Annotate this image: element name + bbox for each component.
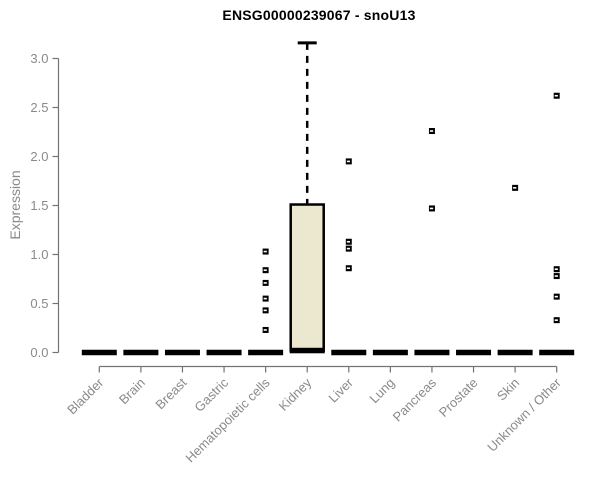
- outlier-point-core: [513, 187, 517, 189]
- x-tick-label: Brain: [116, 375, 148, 407]
- outlier-point-core: [554, 319, 558, 321]
- x-tick-label: Lung: [366, 375, 397, 406]
- median-bar: [456, 349, 492, 356]
- median-bar: [248, 349, 284, 356]
- y-tick-label: 2.0: [30, 149, 48, 164]
- box-group-unknown-other: [539, 92, 575, 356]
- median-bar: [206, 349, 242, 356]
- box-rect: [289, 203, 325, 352]
- outlier-point-core: [263, 282, 267, 284]
- y-tick-label: 1.0: [30, 247, 48, 262]
- y-tick-label: 2.5: [30, 100, 48, 115]
- outlier-point-core: [346, 267, 350, 270]
- x-tick-label: Liver: [325, 375, 356, 406]
- outlier-point-core: [346, 247, 350, 250]
- y-tick-label: 0.5: [30, 296, 48, 311]
- x-tick-label: Skin: [494, 375, 522, 403]
- box-group-gastric: [206, 349, 242, 356]
- y-tick-label: 3.0: [30, 51, 48, 66]
- median-bar: [539, 349, 575, 356]
- box-group-pancreas: [414, 128, 450, 356]
- outlier-point-core: [346, 240, 350, 243]
- median-bar: [414, 349, 450, 356]
- x-tick-label: Prostate: [436, 375, 481, 420]
- outlier-point-core: [554, 275, 558, 277]
- outlier-point-core: [263, 329, 267, 331]
- box-group-breast: [164, 349, 200, 356]
- median-bar: [289, 347, 325, 354]
- box-group-lung: [372, 349, 408, 356]
- box-group-skin: [497, 184, 533, 356]
- median-bar: [497, 349, 533, 356]
- x-tick-label: Unknown / Other: [484, 375, 564, 455]
- chart-title: ENSG00000239067 - snoU13: [222, 7, 416, 23]
- outlier-point-core: [263, 250, 267, 253]
- outlier-point-core: [554, 94, 558, 97]
- x-tick-label: Bladder: [64, 375, 107, 418]
- box-group-bladder: [81, 349, 117, 356]
- y-tick-label: 1.5: [30, 198, 48, 213]
- outlier-point-core: [429, 130, 434, 132]
- median-bar: [372, 349, 408, 356]
- x-tick-label: Pancreas: [390, 375, 440, 425]
- x-tick-label: Kidney: [276, 375, 315, 414]
- median-bar: [123, 349, 159, 356]
- y-tick-label: 0.0: [30, 345, 48, 360]
- median-bar: [81, 349, 117, 356]
- x-tick-label: Gastric: [191, 375, 231, 415]
- x-tick-label: Breast: [152, 375, 189, 412]
- median-bar: [164, 349, 200, 356]
- outlier-point-core: [429, 207, 434, 210]
- outlier-point-core: [263, 297, 267, 300]
- outlier-point-core: [554, 268, 558, 270]
- box-group-kidney: [289, 41, 325, 354]
- outlier-point-core: [554, 295, 558, 298]
- outlier-point-core: [346, 160, 350, 163]
- outlier-point-core: [263, 269, 267, 271]
- box-group-hematopoietic-cells: [248, 248, 284, 356]
- outlier-point-core: [263, 309, 267, 312]
- box-group-liver: [331, 158, 367, 356]
- box-group-brain: [123, 349, 159, 356]
- box-group-prostate: [456, 349, 492, 356]
- median-bar: [331, 349, 367, 356]
